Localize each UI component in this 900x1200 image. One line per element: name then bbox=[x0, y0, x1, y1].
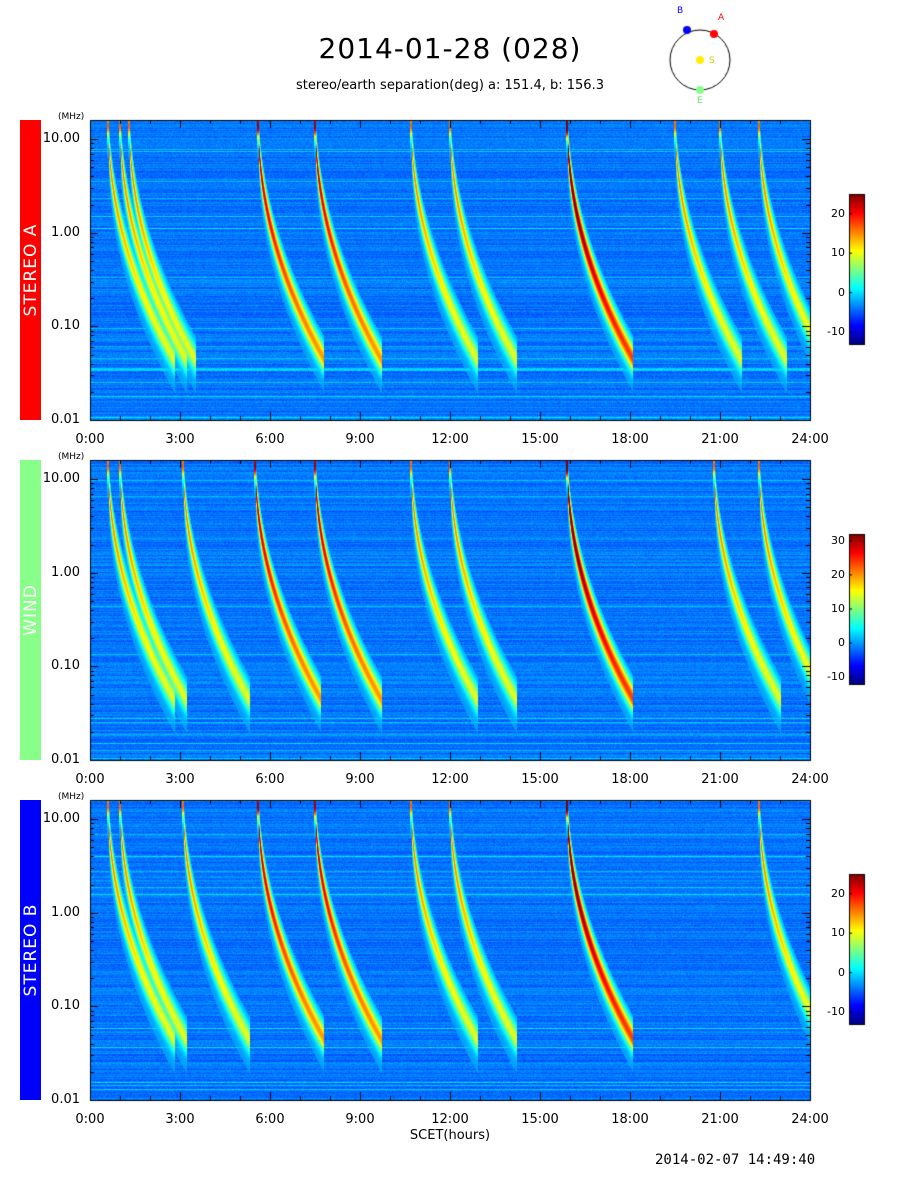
panel-label-0: STEREO A bbox=[20, 120, 41, 420]
colorbar-tick-label: -10 bbox=[827, 1005, 845, 1019]
colorbar-tick-label: 10 bbox=[831, 246, 845, 260]
x-tick-label: 18:00 bbox=[611, 1112, 649, 1127]
y-tick-label: 0.01 bbox=[51, 752, 80, 767]
x-tick-label: 21:00 bbox=[701, 1112, 739, 1127]
y-tick-label: 0.01 bbox=[51, 412, 80, 427]
y-tick-label: 0.01 bbox=[51, 1092, 80, 1107]
y-tick-label: 1.00 bbox=[51, 564, 80, 580]
x-tick-label: 24:00 bbox=[791, 1112, 829, 1127]
colorbar-tick-label: -10 bbox=[827, 670, 845, 684]
separation-subtitle: stereo/earth separation(deg) a: 151.4, b… bbox=[296, 78, 604, 93]
colorbar-tick-label: 0 bbox=[838, 965, 845, 979]
x-tick-label: 6:00 bbox=[255, 1112, 285, 1127]
y-tick-label: 0.10 bbox=[51, 318, 80, 334]
x-tick-label: 15:00 bbox=[521, 432, 559, 447]
x-tick-label: 0:00 bbox=[75, 772, 105, 787]
colorbar-tick-label: 30 bbox=[831, 533, 845, 547]
colorbar-tick-label: 20 bbox=[831, 567, 845, 581]
x-tick-label: 24:00 bbox=[791, 432, 829, 447]
x-tick-label: 0:00 bbox=[75, 1112, 105, 1127]
colorbar-tick-label: 10 bbox=[831, 602, 845, 615]
x-tick-label: 12:00 bbox=[431, 772, 469, 787]
orbit-label-e: E bbox=[697, 96, 703, 106]
x-tick-label: 21:00 bbox=[701, 432, 739, 447]
panel-label-2: STEREO B bbox=[20, 800, 41, 1100]
panel-label-text: WIND bbox=[20, 584, 41, 636]
page-title: 2014-01-28 (028) bbox=[318, 32, 582, 65]
x-tick-label: 18:00 bbox=[611, 432, 649, 447]
y-unit-label: (MHz) bbox=[58, 452, 85, 462]
x-tick-label: 12:00 bbox=[431, 432, 469, 447]
x-tick-label: 21:00 bbox=[701, 772, 739, 787]
y-tick-label: 1.00 bbox=[51, 224, 80, 240]
x-tick-label: 9:00 bbox=[345, 1112, 375, 1127]
y-tick-label: 1.00 bbox=[51, 904, 80, 920]
y-tick-label: 0.10 bbox=[51, 998, 80, 1014]
y-tick-label: 0.10 bbox=[51, 658, 80, 674]
panel-label-1: WIND bbox=[20, 460, 41, 760]
footer-timestamp: 2014-02-07 14:49:40 bbox=[655, 1152, 816, 1168]
colorbar-tick-label: 0 bbox=[838, 285, 845, 299]
x-tick-label: 18:00 bbox=[611, 772, 649, 787]
x-tick-label: 6:00 bbox=[255, 772, 285, 787]
colorbar-tick-label: -10 bbox=[827, 325, 845, 339]
x-tick-label: 0:00 bbox=[75, 432, 105, 447]
x-axis-title: SCET(hours) bbox=[409, 1128, 491, 1143]
orbit-label-b: B bbox=[677, 6, 684, 16]
y-unit-label: (MHz) bbox=[58, 792, 85, 802]
x-tick-label: 3:00 bbox=[165, 772, 195, 787]
y-unit-label: (MHz) bbox=[58, 112, 85, 122]
x-tick-label: 3:00 bbox=[165, 1112, 195, 1127]
x-tick-label: 24:00 bbox=[791, 772, 829, 787]
x-tick-label: 12:00 bbox=[431, 1112, 469, 1127]
colorbar-tick-label: 20 bbox=[831, 206, 845, 220]
colorbar-tick-label: 20 bbox=[831, 886, 845, 900]
colorbar-tick-label: 10 bbox=[831, 926, 845, 940]
x-tick-label: 6:00 bbox=[255, 432, 285, 447]
x-tick-label: 3:00 bbox=[165, 432, 195, 447]
orbit-label-a: A bbox=[718, 13, 725, 23]
y-tick-label: 10.00 bbox=[42, 471, 80, 487]
y-tick-label: 10.00 bbox=[42, 131, 80, 147]
x-tick-label: 15:00 bbox=[521, 772, 559, 787]
orbit-label-s: S bbox=[709, 56, 715, 66]
x-tick-label: 9:00 bbox=[345, 772, 375, 787]
colorbar-tick-label: 0 bbox=[838, 636, 845, 650]
y-tick-label: 10.00 bbox=[42, 811, 80, 827]
x-tick-label: 15:00 bbox=[521, 1112, 559, 1127]
x-tick-label: 9:00 bbox=[345, 432, 375, 447]
